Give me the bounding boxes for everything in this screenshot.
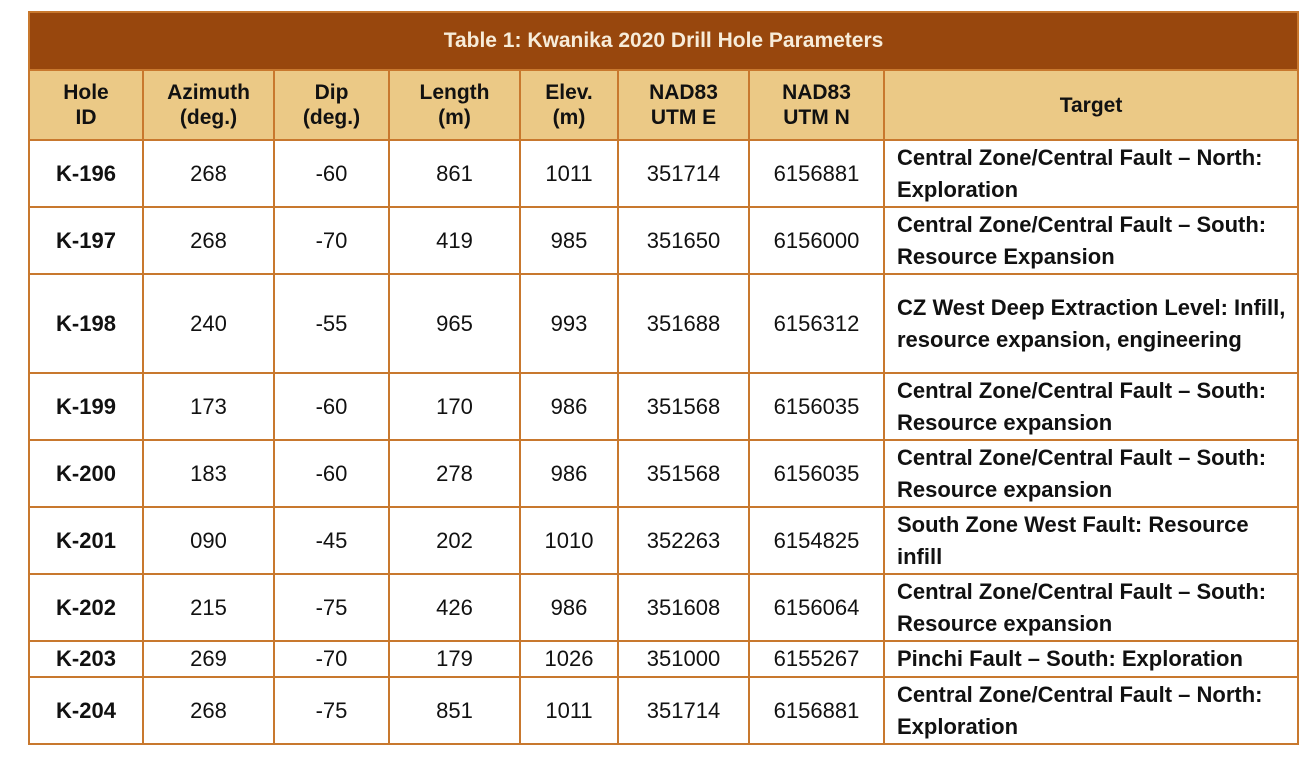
cell-utm-e: 351568 (617, 372, 750, 441)
cell-utm-e: 352263 (617, 506, 750, 575)
cell-utm-n: 6154825 (748, 506, 885, 575)
cell-target: Central Zone/Central Fault – North: Expl… (882, 676, 1300, 745)
table-row: K-199 173 -60 170 986 351568 6156035 Cen… (28, 372, 1300, 441)
cell-target: Central Zone/Central Fault – North: Expl… (882, 139, 1300, 208)
cell-target: CZ West Deep Extraction Level: Infill, r… (882, 273, 1300, 374)
table-row: K-201 090 -45 202 1010 352263 6154825 So… (28, 506, 1300, 575)
cell-azimuth: 268 (142, 676, 275, 745)
cell-utm-e: 351650 (617, 206, 750, 275)
cell-target: Central Zone/Central Fault – South: Reso… (882, 573, 1300, 642)
header-utm-n: NAD83 UTM N (748, 69, 885, 141)
cell-target: Central Zone/Central Fault – South: Reso… (882, 372, 1300, 441)
cell-elevation: 985 (519, 206, 619, 275)
cell-utm-n: 6155267 (748, 640, 885, 678)
cell-dip: -45 (273, 506, 390, 575)
header-utm-e: NAD83 UTM E (617, 69, 750, 141)
header-hole-id: Hole ID (28, 69, 144, 141)
cell-azimuth: 268 (142, 139, 275, 208)
cell-dip: -70 (273, 206, 390, 275)
cell-azimuth: 183 (142, 439, 275, 508)
cell-utm-n: 6156881 (748, 676, 885, 745)
cell-elevation: 986 (519, 439, 619, 508)
table-row: K-204 268 -75 851 1011 351714 6156881 Ce… (28, 676, 1300, 745)
drill-hole-table-container: Table 1: Kwanika 2020 Drill Hole Paramet… (27, 11, 1300, 745)
drill-hole-parameters-table: Table 1: Kwanika 2020 Drill Hole Paramet… (27, 11, 1300, 745)
cell-length: 965 (388, 273, 521, 374)
cell-length: 278 (388, 439, 521, 508)
cell-utm-e: 351608 (617, 573, 750, 642)
table-header-row: Hole ID Azimuth (deg.) Dip (deg.) Length… (28, 69, 1300, 141)
table-row: K-203 269 -70 179 1026 351000 6155267 Pi… (28, 640, 1300, 678)
cell-hole-id: K-203 (28, 640, 144, 678)
cell-utm-e: 351688 (617, 273, 750, 374)
cell-utm-n: 6156035 (748, 372, 885, 441)
cell-target: Pinchi Fault – South: Exploration (882, 640, 1300, 678)
cell-dip: -75 (273, 573, 390, 642)
cell-target: Central Zone/Central Fault – South: Reso… (882, 439, 1300, 508)
table-row: K-200 183 -60 278 986 351568 6156035 Cen… (28, 439, 1300, 508)
cell-length: 202 (388, 506, 521, 575)
cell-elevation: 1011 (519, 139, 619, 208)
cell-dip: -75 (273, 676, 390, 745)
cell-hole-id: K-199 (28, 372, 144, 441)
cell-azimuth: 215 (142, 573, 275, 642)
cell-length: 861 (388, 139, 521, 208)
cell-utm-n: 6156881 (748, 139, 885, 208)
cell-dip: -60 (273, 439, 390, 508)
cell-hole-id: K-196 (28, 139, 144, 208)
cell-hole-id: K-198 (28, 273, 144, 374)
cell-elevation: 1011 (519, 676, 619, 745)
header-azimuth: Azimuth (deg.) (142, 69, 275, 141)
cell-length: 426 (388, 573, 521, 642)
table-row: K-198 240 -55 965 993 351688 6156312 CZ … (28, 273, 1300, 374)
cell-elevation: 1010 (519, 506, 619, 575)
cell-length: 170 (388, 372, 521, 441)
cell-hole-id: K-201 (28, 506, 144, 575)
cell-length: 851 (388, 676, 521, 745)
cell-elevation: 986 (519, 573, 619, 642)
cell-azimuth: 173 (142, 372, 275, 441)
table-row: K-202 215 -75 426 986 351608 6156064 Cen… (28, 573, 1300, 642)
cell-dip: -55 (273, 273, 390, 374)
table-row: K-196 268 -60 861 1011 351714 6156881 Ce… (28, 139, 1300, 208)
cell-target: Central Zone/Central Fault – South: Reso… (882, 206, 1300, 275)
table-row: K-197 268 -70 419 985 351650 6156000 Cen… (28, 206, 1300, 275)
cell-length: 179 (388, 640, 521, 678)
cell-utm-n: 6156000 (748, 206, 885, 275)
header-dip: Dip (deg.) (273, 69, 390, 141)
cell-hole-id: K-200 (28, 439, 144, 508)
cell-azimuth: 240 (142, 273, 275, 374)
cell-utm-e: 351714 (617, 676, 750, 745)
cell-utm-n: 6156035 (748, 439, 885, 508)
cell-azimuth: 268 (142, 206, 275, 275)
cell-azimuth: 090 (142, 506, 275, 575)
cell-dip: -60 (273, 372, 390, 441)
cell-utm-e: 351714 (617, 139, 750, 208)
cell-azimuth: 269 (142, 640, 275, 678)
cell-utm-e: 351000 (617, 640, 750, 678)
header-target: Target (882, 69, 1300, 141)
cell-hole-id: K-204 (28, 676, 144, 745)
cell-target: South Zone West Fault: Resource infill (882, 506, 1300, 575)
table-title: Table 1: Kwanika 2020 Drill Hole Paramet… (27, 11, 1300, 71)
header-length: Length (m) (388, 69, 521, 141)
cell-elevation: 993 (519, 273, 619, 374)
cell-utm-n: 6156064 (748, 573, 885, 642)
table-title-row: Table 1: Kwanika 2020 Drill Hole Paramet… (27, 11, 1300, 71)
cell-elevation: 1026 (519, 640, 619, 678)
cell-dip: -60 (273, 139, 390, 208)
cell-dip: -70 (273, 640, 390, 678)
cell-utm-n: 6156312 (748, 273, 885, 374)
cell-elevation: 986 (519, 372, 619, 441)
cell-length: 419 (388, 206, 521, 275)
cell-utm-e: 351568 (617, 439, 750, 508)
header-elevation: Elev. (m) (519, 69, 619, 141)
cell-hole-id: K-202 (28, 573, 144, 642)
cell-hole-id: K-197 (28, 206, 144, 275)
